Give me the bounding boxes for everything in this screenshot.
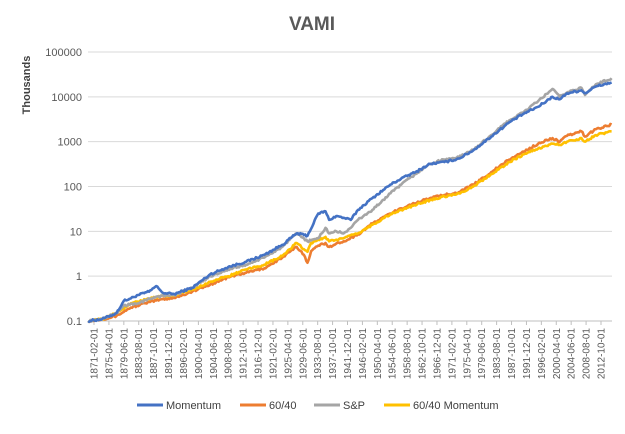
x-tick-label: 1896-02-01 — [179, 328, 190, 380]
x-tick-label: 1950-04-01 — [373, 328, 384, 380]
x-tick-label: 1971-02-01 — [447, 328, 458, 380]
gridlines — [88, 51, 612, 322]
x-tick-label: 2012-10-01 — [597, 328, 608, 380]
x-tick-label: 1891-12-01 — [164, 328, 175, 380]
legend-label: S&P — [343, 400, 365, 412]
x-tick-label: 1916-12-01 — [254, 328, 265, 380]
x-tick-label: 1941-12-01 — [343, 328, 354, 380]
x-tick-label: 1929-06-01 — [298, 328, 309, 380]
y-axis-ticks: 0.1 1 10 100 1000 10000 100000 — [45, 47, 82, 328]
x-tick-label: 1946-02-01 — [358, 328, 369, 380]
x-tick-label: 1966-12-01 — [432, 328, 443, 380]
x-tick-label: 1979-06-01 — [477, 328, 488, 380]
x-tick-label: 1921-02-01 — [268, 328, 279, 380]
x-tick-label: 1975-04-01 — [462, 328, 473, 380]
x-tick-label: 1883-08-01 — [134, 328, 145, 380]
legend-label: 60/40 — [269, 400, 297, 412]
series-lines — [87, 77, 613, 324]
x-axis: 1871-02-01 1875-04-01 1879-06-01 1883-08-01… — [88, 320, 612, 380]
legend-label: 60/40 Momentum — [413, 400, 499, 412]
x-tick-label: 1958-08-01 — [403, 328, 414, 380]
y-tick-label: 1 — [76, 271, 82, 283]
y-axis-label: Thousands — [21, 56, 33, 115]
series-line-momentum — [87, 81, 613, 324]
x-tick-label: 1962-10-01 — [418, 328, 429, 380]
y-tick-label: 10000 — [51, 92, 82, 104]
y-tick-label: 0.1 — [67, 316, 82, 328]
x-tick-label: 1887-10-01 — [149, 328, 160, 380]
legend-label: Momentum — [166, 400, 221, 412]
x-tick-label: 1996-02-01 — [537, 328, 548, 380]
x-tick-label: 1987-10-01 — [507, 328, 518, 380]
x-tick-label: 1871-02-01 — [90, 328, 101, 380]
y-tick-label: 100000 — [45, 47, 82, 59]
x-tick-label: 1983-08-01 — [492, 328, 503, 380]
x-tick-label: 1954-06-01 — [388, 328, 399, 380]
x-tick-label: 1937-10-01 — [328, 328, 339, 380]
y-tick-label: 100 — [64, 182, 82, 194]
x-tick-label: 2004-06-01 — [567, 328, 578, 380]
x-tick-label: 1879-06-01 — [119, 328, 130, 380]
x-tick-label: 1875-04-01 — [104, 328, 115, 380]
x-tick-label: 1904-06-01 — [209, 328, 220, 380]
x-tick-label: 2008-08-01 — [582, 328, 593, 380]
series-line-60-40 — [87, 122, 613, 324]
chart-title: VAMI — [289, 14, 335, 35]
x-tick-label: 1908-08-01 — [224, 328, 235, 380]
y-tick-label: 1000 — [58, 137, 82, 149]
x-tick-label: 1933-08-01 — [313, 328, 324, 380]
x-tick-label: 1991-12-01 — [522, 328, 533, 380]
series-line-s-p — [87, 77, 613, 324]
x-tick-label: 1900-04-01 — [194, 328, 205, 380]
y-tick-label: 10 — [70, 226, 82, 238]
x-tick-label: 2000-04-01 — [552, 328, 563, 380]
x-tick-label: 1925-04-01 — [283, 328, 294, 380]
legend: Momentum 60/40 S&P 60/40 Momentum — [137, 400, 499, 412]
x-tick-label: 1912-10-01 — [239, 328, 250, 380]
